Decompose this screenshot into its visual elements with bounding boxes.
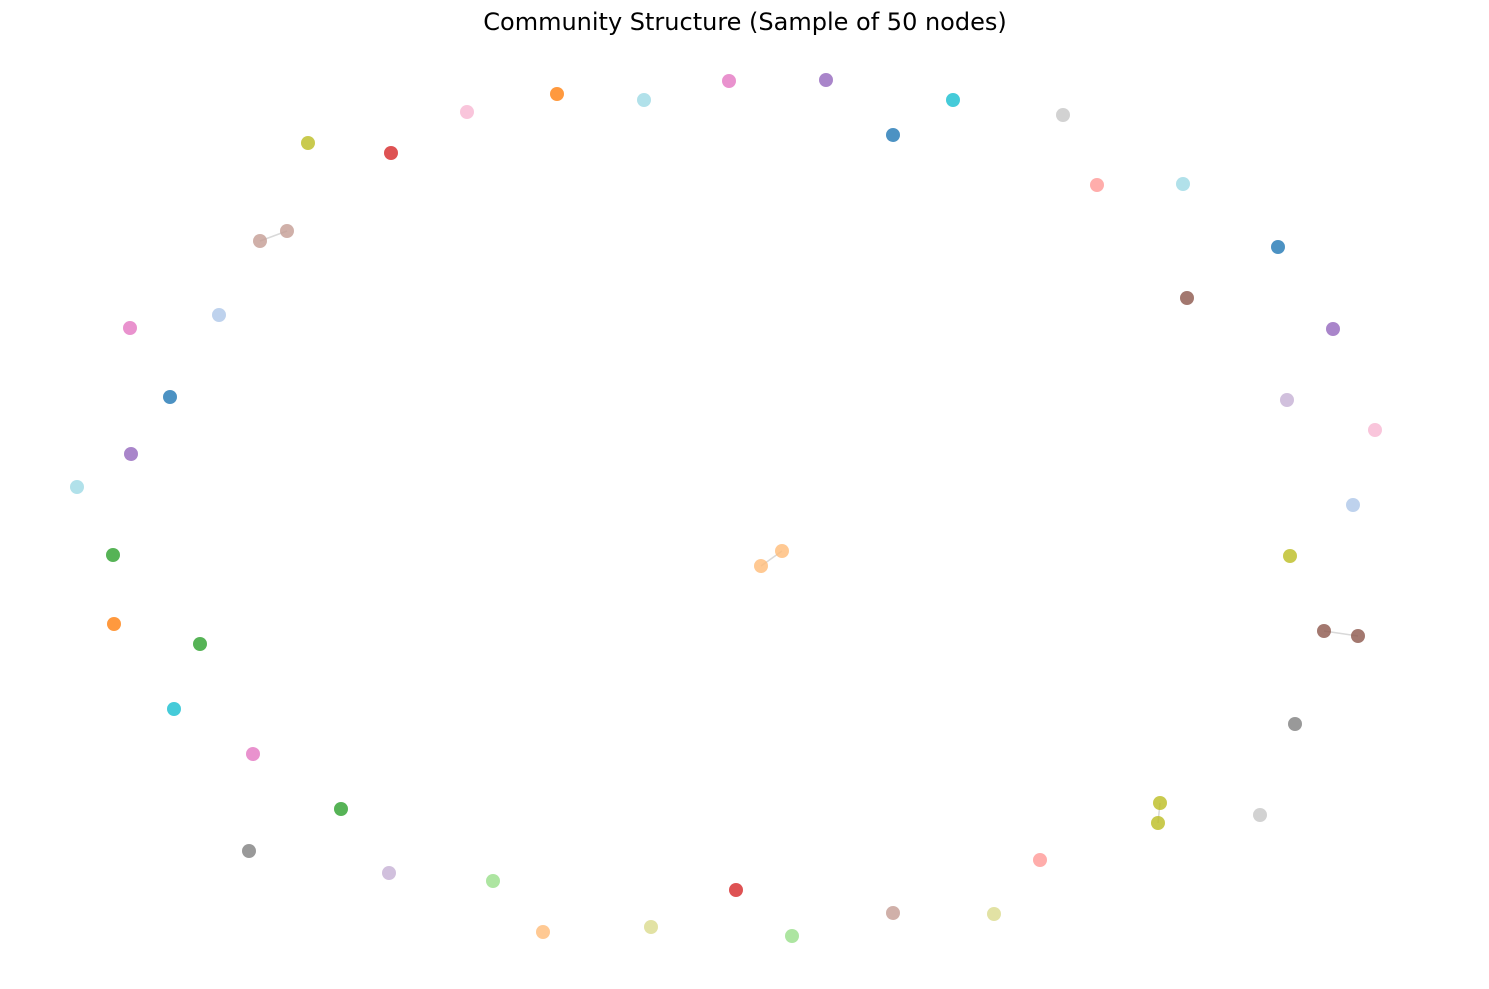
node — [1033, 853, 1047, 867]
node — [1351, 629, 1365, 643]
node — [123, 321, 137, 335]
node — [1151, 816, 1165, 830]
node — [729, 883, 743, 897]
node — [1176, 177, 1190, 191]
node — [1056, 108, 1070, 122]
node — [384, 146, 398, 160]
node — [1153, 796, 1167, 810]
node — [1271, 240, 1285, 254]
node — [70, 480, 84, 494]
node — [1283, 549, 1297, 563]
node — [382, 866, 396, 880]
node — [163, 390, 177, 404]
node — [460, 105, 474, 119]
node — [722, 74, 736, 88]
node — [253, 234, 267, 248]
node — [242, 844, 256, 858]
title: Community Structure (Sample of 50 nodes) — [483, 8, 1006, 36]
node — [886, 906, 900, 920]
node — [644, 920, 658, 934]
node — [1346, 498, 1360, 512]
node — [886, 128, 900, 142]
node — [1288, 717, 1302, 731]
node — [536, 925, 550, 939]
node — [246, 747, 260, 761]
node — [106, 548, 120, 562]
node — [637, 93, 651, 107]
edges — [259, 230, 1359, 824]
node — [212, 308, 226, 322]
node — [193, 637, 207, 651]
node — [946, 93, 960, 107]
node — [987, 907, 1001, 921]
node — [1317, 624, 1331, 638]
node — [754, 559, 768, 573]
node — [1280, 393, 1294, 407]
node — [107, 617, 121, 631]
node — [819, 73, 833, 87]
node — [124, 447, 138, 461]
node — [280, 224, 294, 238]
node — [301, 136, 315, 150]
node — [785, 929, 799, 943]
node — [550, 87, 564, 101]
node — [1253, 808, 1267, 822]
node — [1368, 423, 1382, 437]
node — [775, 544, 789, 558]
node — [1180, 291, 1194, 305]
node — [167, 702, 181, 716]
node — [1326, 322, 1340, 336]
node — [486, 874, 500, 888]
nodes — [70, 73, 1382, 943]
node — [334, 802, 348, 816]
node — [1090, 178, 1104, 192]
